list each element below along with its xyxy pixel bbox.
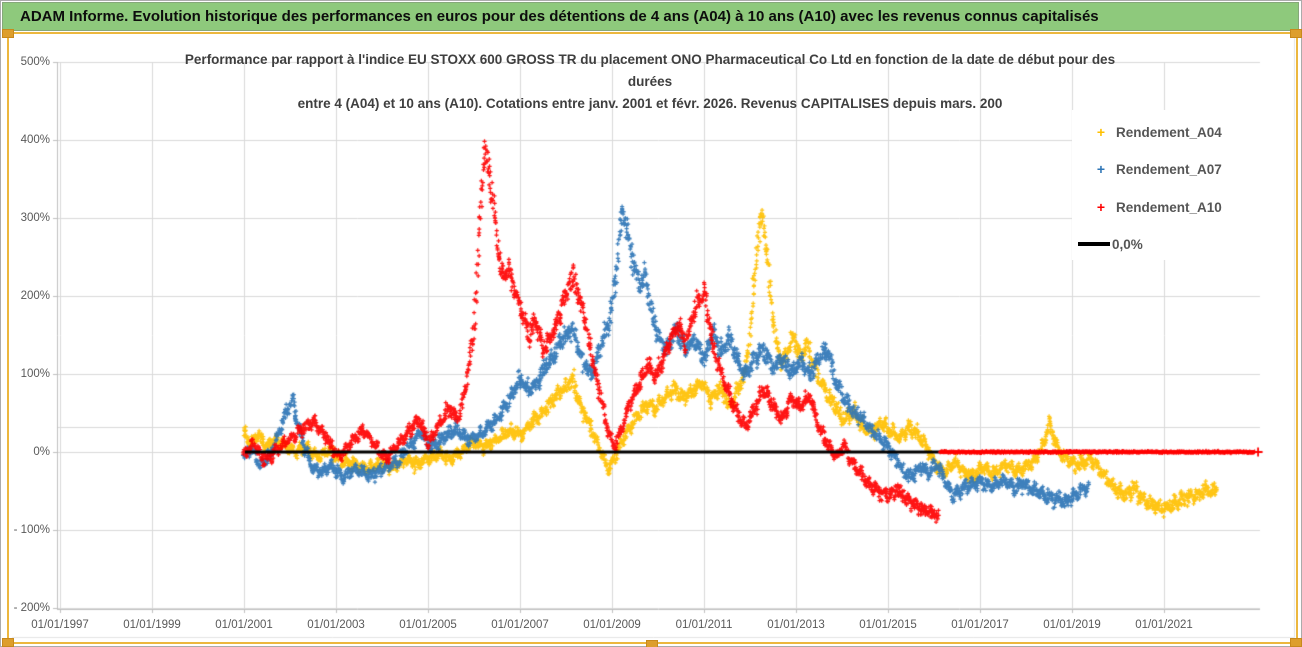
x-axis-label: 01/01/2017 xyxy=(951,619,1009,631)
x-axis-label: 01/01/2007 xyxy=(491,619,549,631)
legend-item-a10[interactable]: + Rendement_A10 xyxy=(1072,197,1292,217)
x-axis-label: 01/01/2021 xyxy=(1135,619,1193,631)
legend-item-a04[interactable]: + Rendement_A04 xyxy=(1072,122,1292,142)
y-axis-label: 400% xyxy=(20,134,50,146)
y-axis-label: 100% xyxy=(20,368,50,380)
legend-label: Rendement_A10 xyxy=(1116,199,1222,215)
chart-title-line3: entre 4 (A04) et 10 ans (A10). Cotations… xyxy=(297,96,1003,111)
x-axis-label: 01/01/2019 xyxy=(1043,619,1101,631)
x-axis-label: 01/01/2005 xyxy=(399,619,457,631)
y-axis-label: 0% xyxy=(33,446,50,458)
legend: + Rendement_A04 + Rendement_A07 + Rendem… xyxy=(1072,110,1292,260)
x-axis-label: 01/01/2003 xyxy=(307,619,365,631)
selection-handle-bottom-left[interactable] xyxy=(2,638,14,647)
legend-label: 0,0% xyxy=(1112,236,1143,252)
x-axis-label: 01/01/2015 xyxy=(859,619,917,631)
y-axis-label: - 200% xyxy=(13,602,50,614)
x-axis-label: 01/01/2013 xyxy=(767,619,825,631)
x-axis-label: 01/01/1997 xyxy=(31,619,89,631)
chart-title-line2: durées xyxy=(627,74,673,89)
selection-handle-bottom-right[interactable] xyxy=(1290,638,1302,647)
plus-marker-icon: + xyxy=(1096,124,1106,140)
selection-handle-top-left[interactable] xyxy=(2,29,14,38)
plus-marker-icon: + xyxy=(1096,161,1106,177)
y-axis-label: 500% xyxy=(20,56,50,68)
legend-item-a07[interactable]: + Rendement_A07 xyxy=(1072,159,1292,179)
legend-item-zero-line[interactable]: 0,0% xyxy=(1072,234,1292,254)
x-axis-label: 01/01/1999 xyxy=(123,619,181,631)
y-axis-label: 300% xyxy=(20,212,50,224)
y-axis-label: - 100% xyxy=(13,524,50,536)
zero-line-swatch xyxy=(1078,242,1110,246)
y-axis-label: 200% xyxy=(20,290,50,302)
plus-marker-icon: + xyxy=(1096,199,1106,215)
selection-handle-top-right[interactable] xyxy=(1290,29,1302,38)
legend-label: Rendement_A04 xyxy=(1116,124,1222,140)
selection-handle-bottom-mid[interactable] xyxy=(646,640,658,647)
x-axis-label: 01/01/2011 xyxy=(675,619,733,631)
x-axis-label: 01/01/2009 xyxy=(583,619,641,631)
chart-title-line1: Performance par rapport à l'indice EU ST… xyxy=(184,52,1116,67)
x-axis-label: 01/01/2001 xyxy=(215,619,273,631)
legend-label: Rendement_A07 xyxy=(1116,161,1222,177)
